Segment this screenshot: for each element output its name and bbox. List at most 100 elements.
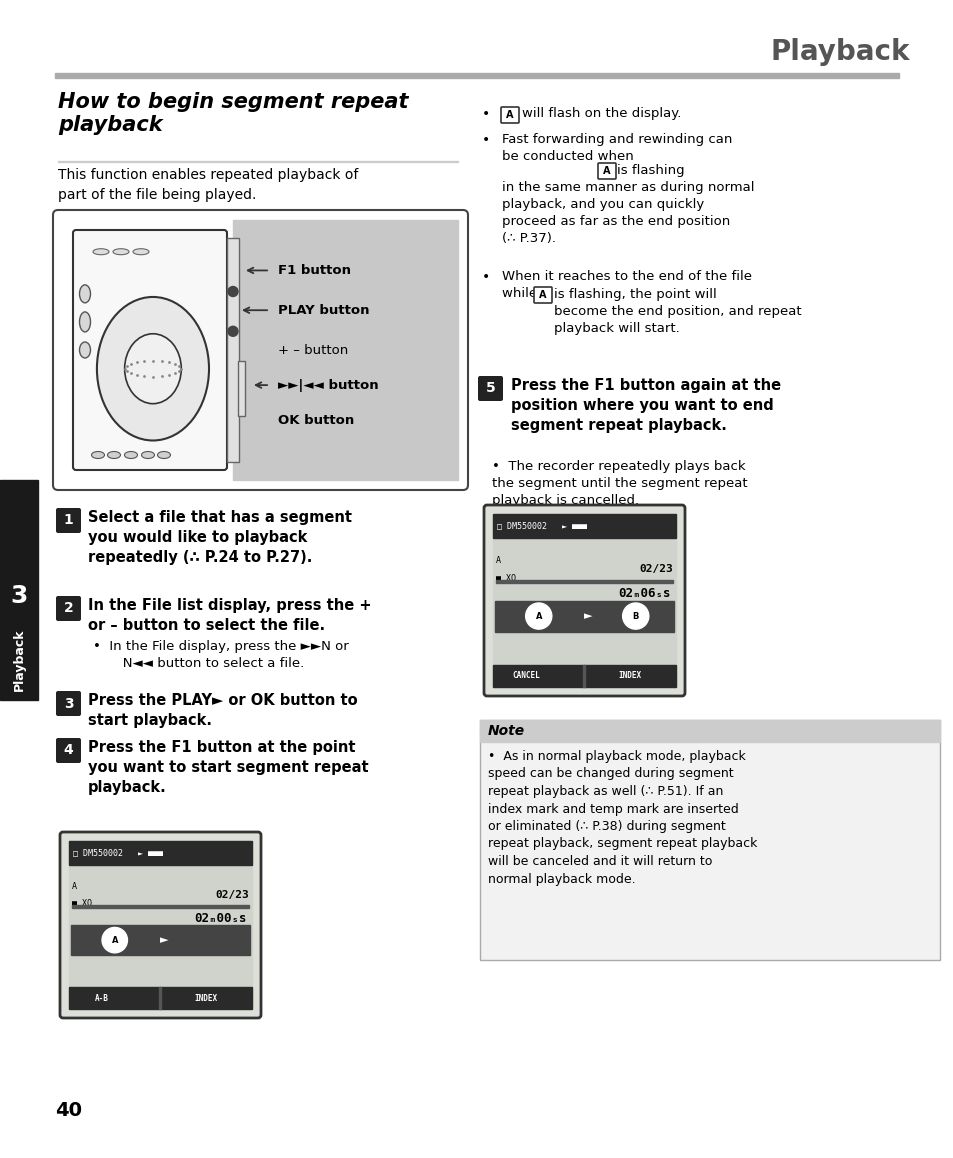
Text: 11ₘ04ₛs: 11ₘ04ₛs [623, 606, 670, 616]
Bar [496, 580, 672, 584]
Text: A: A [71, 882, 77, 891]
Bar [69, 841, 252, 1009]
Text: CANCEL: CANCEL [512, 672, 539, 680]
Bar [159, 987, 161, 1009]
Text: □ DM550002   ► ■■■: □ DM550002 ► ■■■ [497, 521, 586, 530]
Text: A: A [496, 556, 500, 565]
Ellipse shape [132, 249, 149, 255]
Circle shape [622, 603, 648, 629]
Text: 1: 1 [64, 513, 73, 528]
Text: ►: ► [583, 611, 592, 621]
Circle shape [228, 286, 237, 296]
Text: 02/23: 02/23 [639, 564, 672, 574]
FancyBboxPatch shape [56, 738, 81, 763]
Text: is flashing, the point will
become the end position, and repeat
playback will st: is flashing, the point will become the e… [554, 288, 801, 335]
Ellipse shape [125, 452, 137, 459]
Text: A: A [602, 166, 610, 176]
Ellipse shape [112, 249, 129, 255]
Bar [493, 514, 676, 538]
Text: •: • [481, 133, 490, 147]
Text: + – button: + – button [277, 344, 348, 357]
Text: 02ₘ06ₛs: 02ₘ06ₛs [618, 587, 670, 600]
Text: A: A [506, 110, 514, 120]
Text: ■ XQ: ■ XQ [496, 573, 516, 582]
Text: OK button: OK button [277, 413, 354, 426]
Ellipse shape [79, 312, 91, 332]
Text: •: • [481, 270, 490, 284]
Ellipse shape [141, 452, 154, 459]
Text: •  The recorder repeatedly plays back
the segment until the segment repeat
playb: • The recorder repeatedly plays back the… [492, 460, 747, 507]
Text: PLAY button: PLAY button [277, 303, 369, 317]
Text: in the same manner as during normal
playback, and you can quickly
proceed as far: in the same manner as during normal play… [501, 181, 754, 245]
Circle shape [525, 603, 551, 629]
FancyBboxPatch shape [598, 163, 616, 179]
Text: Press the F1 button again at the
position where you want to end
segment repeat p: Press the F1 button again at the positio… [511, 378, 781, 433]
Bar [55, 73, 898, 78]
Text: Playback: Playback [770, 38, 909, 66]
Text: 11ₘ04ₛs: 11ₘ04ₛs [199, 930, 247, 940]
Ellipse shape [125, 334, 181, 404]
Bar [233, 220, 457, 481]
Bar [0, 481, 38, 699]
Text: F1 button: F1 button [277, 264, 351, 277]
Text: 3: 3 [10, 584, 28, 608]
Ellipse shape [108, 452, 120, 459]
FancyBboxPatch shape [73, 230, 227, 470]
Text: When it reaches to the end of the file
while: When it reaches to the end of the file w… [501, 270, 751, 300]
Bar [237, 360, 245, 416]
Circle shape [102, 928, 128, 953]
Text: 40: 40 [55, 1100, 82, 1120]
Text: •: • [481, 107, 490, 120]
Ellipse shape [79, 285, 91, 303]
Text: 2: 2 [64, 601, 73, 616]
Text: Press the F1 button at the point
you want to start segment repeat
playback.: Press the F1 button at the point you wan… [88, 740, 368, 794]
Bar [69, 841, 252, 865]
Bar [495, 601, 673, 631]
Bar [69, 987, 252, 1009]
FancyBboxPatch shape [56, 508, 81, 533]
Text: 5: 5 [485, 381, 495, 396]
Text: A: A [535, 611, 541, 621]
FancyBboxPatch shape [500, 107, 518, 123]
Ellipse shape [91, 452, 105, 459]
Bar [479, 720, 939, 742]
Text: 3: 3 [64, 696, 73, 711]
Ellipse shape [92, 249, 109, 255]
Ellipse shape [157, 452, 171, 459]
FancyBboxPatch shape [477, 376, 502, 401]
FancyBboxPatch shape [534, 287, 552, 303]
Bar [71, 906, 249, 908]
Bar [493, 665, 676, 687]
Text: ■ XQ: ■ XQ [71, 899, 91, 908]
Bar [58, 161, 457, 162]
FancyBboxPatch shape [60, 831, 261, 1018]
Bar [227, 239, 239, 462]
Text: A: A [112, 936, 118, 945]
Bar [71, 925, 250, 955]
Text: How to begin segment repeat
playback: How to begin segment repeat playback [58, 91, 408, 135]
Text: Select a file that has a segment
you would like to playback
repeatedly (∴ P.24 t: Select a file that has a segment you wou… [88, 510, 352, 565]
FancyBboxPatch shape [56, 596, 81, 621]
Ellipse shape [79, 342, 91, 358]
Text: In the File list display, press the +
or – button to select the file.: In the File list display, press the + or… [88, 598, 371, 632]
FancyBboxPatch shape [53, 210, 468, 490]
Text: •  In the File display, press the ►►N or
       N◄◄ button to select a file.: • In the File display, press the ►►N or … [92, 640, 349, 670]
Bar [583, 665, 585, 687]
Text: Fast forwarding and rewinding can
be conducted when: Fast forwarding and rewinding can be con… [501, 133, 732, 163]
Text: A-B: A-B [95, 994, 109, 1003]
Bar [479, 720, 939, 960]
Ellipse shape [97, 296, 209, 440]
Text: This function enables repeated playback of
part of the file being played.: This function enables repeated playback … [58, 168, 358, 201]
Bar [493, 514, 676, 687]
Text: 4: 4 [64, 743, 73, 757]
Text: B: B [632, 611, 639, 621]
FancyBboxPatch shape [483, 505, 684, 696]
Text: ►►|◄◄ button: ►►|◄◄ button [277, 379, 378, 391]
Text: A: A [538, 290, 546, 300]
Text: Note: Note [488, 724, 524, 738]
Text: □ DM550002   ► ■■■: □ DM550002 ► ■■■ [73, 849, 163, 857]
Circle shape [228, 327, 237, 336]
FancyBboxPatch shape [56, 691, 81, 716]
Text: will flash on the display.: will flash on the display. [521, 107, 680, 120]
Text: ►: ► [160, 936, 169, 945]
